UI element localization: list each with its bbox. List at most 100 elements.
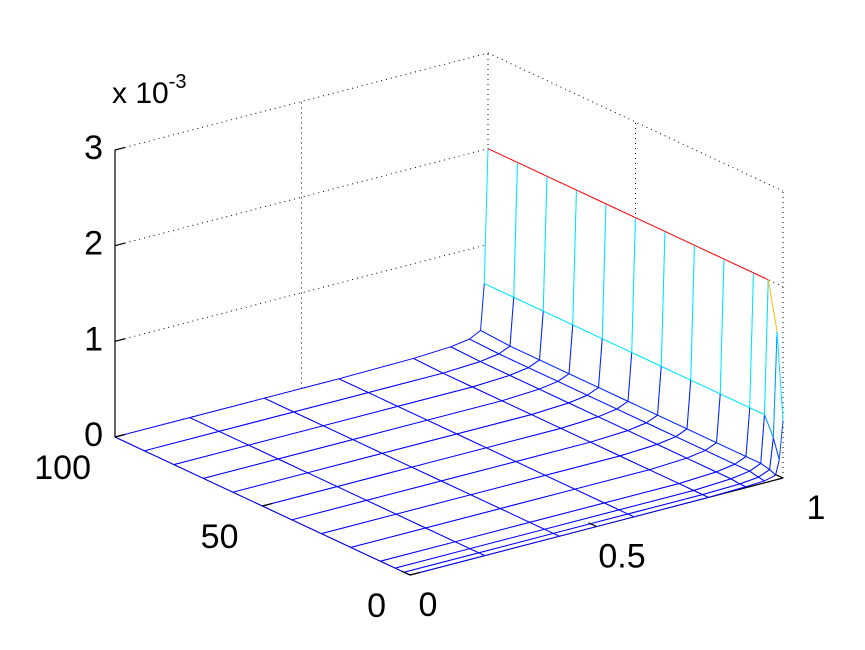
mesh-edge: [657, 414, 688, 430]
mesh-edge: [409, 555, 485, 576]
mesh-edge: [528, 359, 540, 369]
mesh-edge: [557, 381, 588, 396]
mesh-face: [484, 148, 518, 298]
mesh-edge: [484, 535, 560, 557]
mesh-edge: [336, 466, 412, 488]
mesh-edge: [657, 366, 662, 416]
mesh-edge: [776, 331, 784, 421]
mesh-edge: [218, 430, 249, 446]
mesh-edge: [413, 346, 451, 359]
mesh-edge: [618, 509, 629, 515]
mesh-edge: [509, 374, 540, 390]
y-tick: [114, 433, 126, 438]
mesh-edge: [501, 388, 540, 402]
y-tick: [262, 502, 273, 507]
mesh-edge: [411, 447, 487, 468]
mesh-face: [144, 431, 249, 465]
mesh-face: [758, 469, 776, 481]
mesh-face: [292, 500, 397, 534]
mesh-face: [469, 330, 511, 354]
mesh-face: [598, 338, 632, 402]
mesh-edge: [291, 499, 367, 521]
mesh-edge: [772, 331, 778, 438]
mesh-face: [529, 503, 620, 530]
y-tick-label: 100: [34, 449, 91, 487]
mesh-edge: [604, 483, 680, 504]
mesh-face: [646, 415, 688, 437]
mesh-edge: [720, 393, 750, 409]
mesh-face: [657, 366, 691, 429]
mesh-face: [716, 464, 750, 479]
mesh-edge: [483, 148, 489, 284]
mesh-edge: [775, 459, 780, 476]
mesh-edge: [322, 425, 353, 441]
mesh-face: [380, 541, 470, 569]
mesh-edge: [576, 189, 607, 205]
mesh-edge: [686, 450, 706, 459]
z-tick: [114, 146, 126, 151]
mesh-edge: [657, 436, 677, 445]
mesh-face: [427, 400, 532, 434]
mesh-edge: [336, 486, 367, 501]
mesh-face: [690, 245, 724, 394]
mesh-edge: [730, 478, 741, 485]
mesh-edge: [366, 480, 442, 501]
mesh-edge: [627, 400, 658, 416]
mesh-edge: [678, 471, 717, 485]
z-tick: [114, 338, 126, 342]
mesh-edge: [760, 414, 766, 464]
mesh-face: [264, 378, 369, 412]
mesh-edge: [350, 527, 426, 548]
mesh-face: [773, 331, 783, 460]
mesh-edge: [486, 427, 562, 449]
mesh-face: [545, 456, 650, 490]
mesh-face: [395, 548, 479, 573]
mesh-edge: [144, 450, 175, 466]
mesh-face: [411, 447, 516, 481]
mesh-edge: [441, 461, 516, 482]
mesh-edge: [715, 471, 732, 480]
mesh-edge: [479, 361, 510, 376]
mesh-edge: [693, 478, 732, 491]
mesh-edge: [769, 469, 776, 476]
mesh-edge: [730, 470, 750, 480]
mesh-face: [569, 324, 603, 388]
mesh-edge: [602, 338, 632, 354]
mesh-face: [404, 552, 485, 575]
mesh-face: [248, 425, 353, 459]
mesh-edge: [173, 444, 249, 466]
mesh-edge: [627, 430, 658, 445]
x-tick-label: 1: [807, 489, 826, 527]
mesh-edge: [769, 437, 774, 470]
mesh-edge: [484, 283, 514, 298]
mesh-edge: [368, 392, 399, 407]
mesh-edge: [661, 365, 691, 381]
mesh-edge: [498, 353, 529, 369]
mesh-edge: [323, 405, 398, 427]
mesh-edge: [470, 474, 546, 496]
mesh-face: [657, 436, 706, 459]
mesh-face: [450, 339, 499, 362]
mesh-face: [616, 401, 658, 423]
mesh-face: [678, 471, 731, 491]
mesh-face: [498, 346, 540, 368]
mesh-edge: [307, 452, 383, 474]
mesh-edge: [749, 272, 754, 408]
mesh-face: [262, 486, 367, 520]
mesh-edge: [469, 338, 500, 355]
mesh-edge: [456, 414, 532, 435]
mesh-edge: [232, 491, 263, 507]
mesh-edge: [395, 548, 470, 569]
mesh-edge: [598, 387, 629, 402]
mesh-face: [720, 259, 754, 408]
mesh-face: [278, 439, 383, 473]
mesh-edge: [734, 456, 747, 465]
mesh-edge: [545, 455, 621, 476]
mesh-edge: [702, 483, 740, 496]
mesh-edge: [739, 476, 759, 485]
mesh-edge: [321, 513, 397, 535]
mesh-edge: [469, 330, 481, 340]
mesh-edge: [425, 527, 456, 543]
mesh-edge: [616, 408, 647, 424]
mesh-face: [338, 358, 443, 393]
